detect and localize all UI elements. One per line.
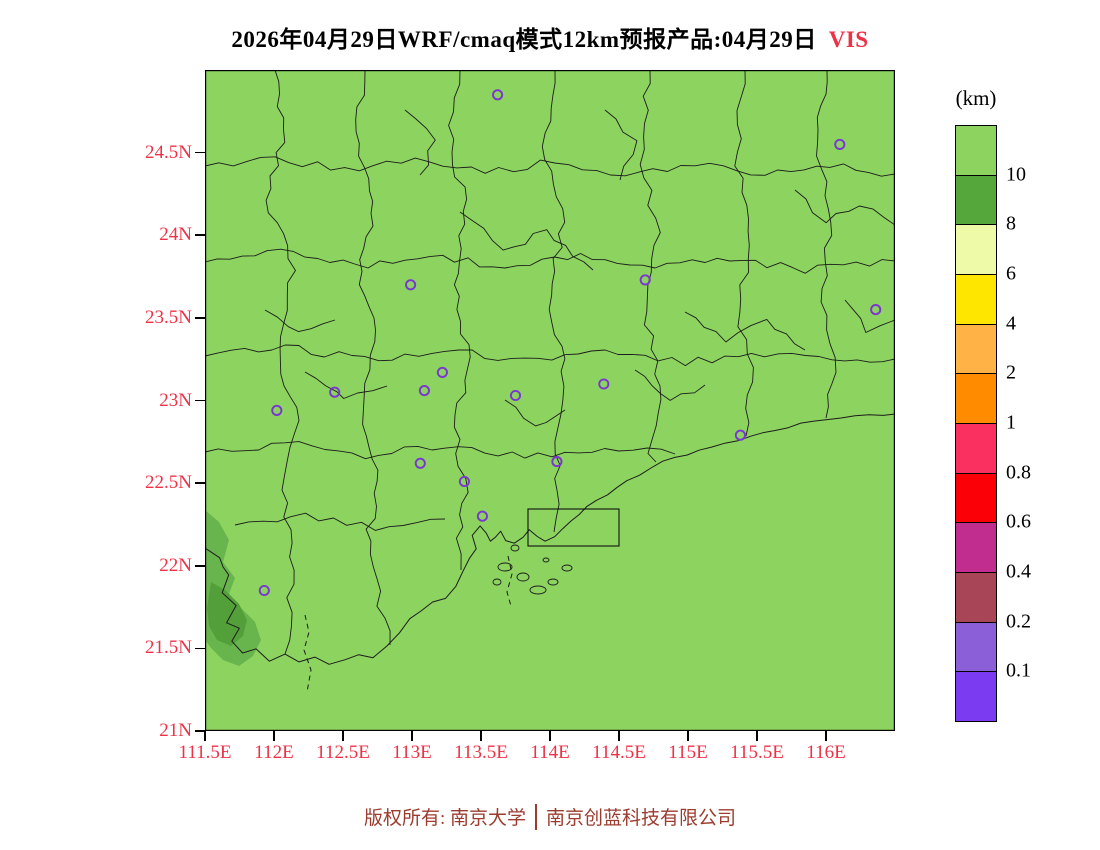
lat-tick [195,317,205,319]
colorbar-tick-label: 0.2 [1006,610,1031,633]
city-marker [870,304,882,316]
lat-axis-label: 24.5N [145,141,192,163]
city-marker [405,279,417,291]
county-boundaries [205,70,895,655]
title-variable: VIS [828,27,869,52]
page-title: 2026年04月29日WRF/cmaq模式12km预报产品:04月29日 VIS [0,20,1100,54]
lat-tick [195,399,205,402]
city-marker [734,429,746,441]
colorbar-cell [955,472,997,524]
city-marker [492,89,504,101]
colorbar-tick-label: 0.4 [1006,560,1031,583]
lat-axis-label: 22.5N [145,472,192,494]
lat-tick [195,234,205,237]
colorbar-tick-label: 0.8 [1006,461,1031,484]
lon-axis-label: 115E [668,742,708,763]
city-marker [414,457,426,469]
lon-tick [618,731,620,741]
city-marker [436,366,448,378]
colorbar-cell [955,373,997,424]
lon-tick [273,731,275,741]
lon-tick [687,731,689,741]
lat-tick [195,564,205,567]
map-frame [205,70,895,731]
copyright-footer: 版权所有: 南京大学 南京创蓝科技有限公司 [0,803,1100,830]
city-marker [551,456,563,468]
colorbar-tick-label: 6 [1006,262,1016,285]
lat-axis-label: 21N [159,720,192,741]
title-text: 2026年04月29日WRF/cmaq模式12km预报产品:04月29日 [231,27,817,52]
colorbar-cell [955,323,997,375]
lat-tick [195,647,205,650]
lat-axis-label: 21.5N [145,637,192,659]
city-marker [639,274,651,286]
region-box [527,508,620,547]
colorbar-cell [955,572,997,623]
lat-tick [195,482,205,484]
lat-axis-label: 22N [159,554,192,576]
lon-axis-label: 116E [806,742,846,763]
lat-axis-label: 23N [159,389,192,411]
colorbar-cell [955,522,997,573]
forecast-map [205,70,895,731]
lon-axis-label: 111.5E [178,742,232,763]
lon-tick [342,731,344,741]
lon-axis-label: 114E [530,742,570,763]
colorbar-unit-label: (km) [955,86,997,110]
colorbar-tick-label: 0.1 [1006,659,1031,682]
city-marker [458,475,470,488]
colorbar-cells [955,125,997,722]
lon-tick [204,731,206,741]
lon-tick [756,731,758,741]
lon-axis-label: 114.5E [592,742,646,763]
map-background [205,70,895,731]
city-marker [329,386,341,398]
colorbar-cell [955,621,997,673]
lon-axis-label: 112E [254,742,294,763]
lon-axis-label: 113E [392,742,432,763]
lon-tick [825,731,827,741]
islands [492,544,573,595]
colorbar-cell [955,224,997,275]
colorbar-cell [955,125,997,176]
lat-axis-label: 23.5N [145,306,192,328]
colorbar-cell [955,423,997,474]
city-markers [258,89,882,597]
colorbar-cell [955,174,997,226]
lat-tick [195,151,205,154]
lon-axis-label: 112.5E [316,742,370,763]
lon-tick [480,731,482,741]
copyright-owner: 版权所有: 南京大学 [363,808,526,829]
copyright-company: 南京创蓝科技有限公司 [546,808,737,829]
city-marker [271,404,283,416]
colorbar-cell [955,274,997,325]
lon-axis-label: 113.5E [454,742,508,763]
colorbar-tick-label: 8 [1006,212,1016,235]
colorbar-tick-label: 4 [1006,312,1016,335]
city-marker [258,584,270,597]
visibility-patches [205,510,261,666]
colorbar-cell [955,671,997,722]
lat-tick [195,730,205,732]
colorbar-tick-label: 2 [1006,361,1016,384]
city-marker [476,510,488,522]
city-marker [834,138,846,150]
colorbar-tick-label: 0.6 [1006,510,1031,533]
colorbar-tick-label: 1 [1006,411,1016,434]
city-marker [509,389,522,402]
colorbar-tick-label: 10 [1006,163,1026,186]
lon-tick [411,731,413,741]
lon-tick [549,731,551,741]
footer-divider [535,803,537,830]
lat-axis-label: 24N [159,224,192,246]
city-marker [598,378,610,390]
lon-axis-label: 115.5E [730,742,784,763]
city-marker [418,385,430,397]
